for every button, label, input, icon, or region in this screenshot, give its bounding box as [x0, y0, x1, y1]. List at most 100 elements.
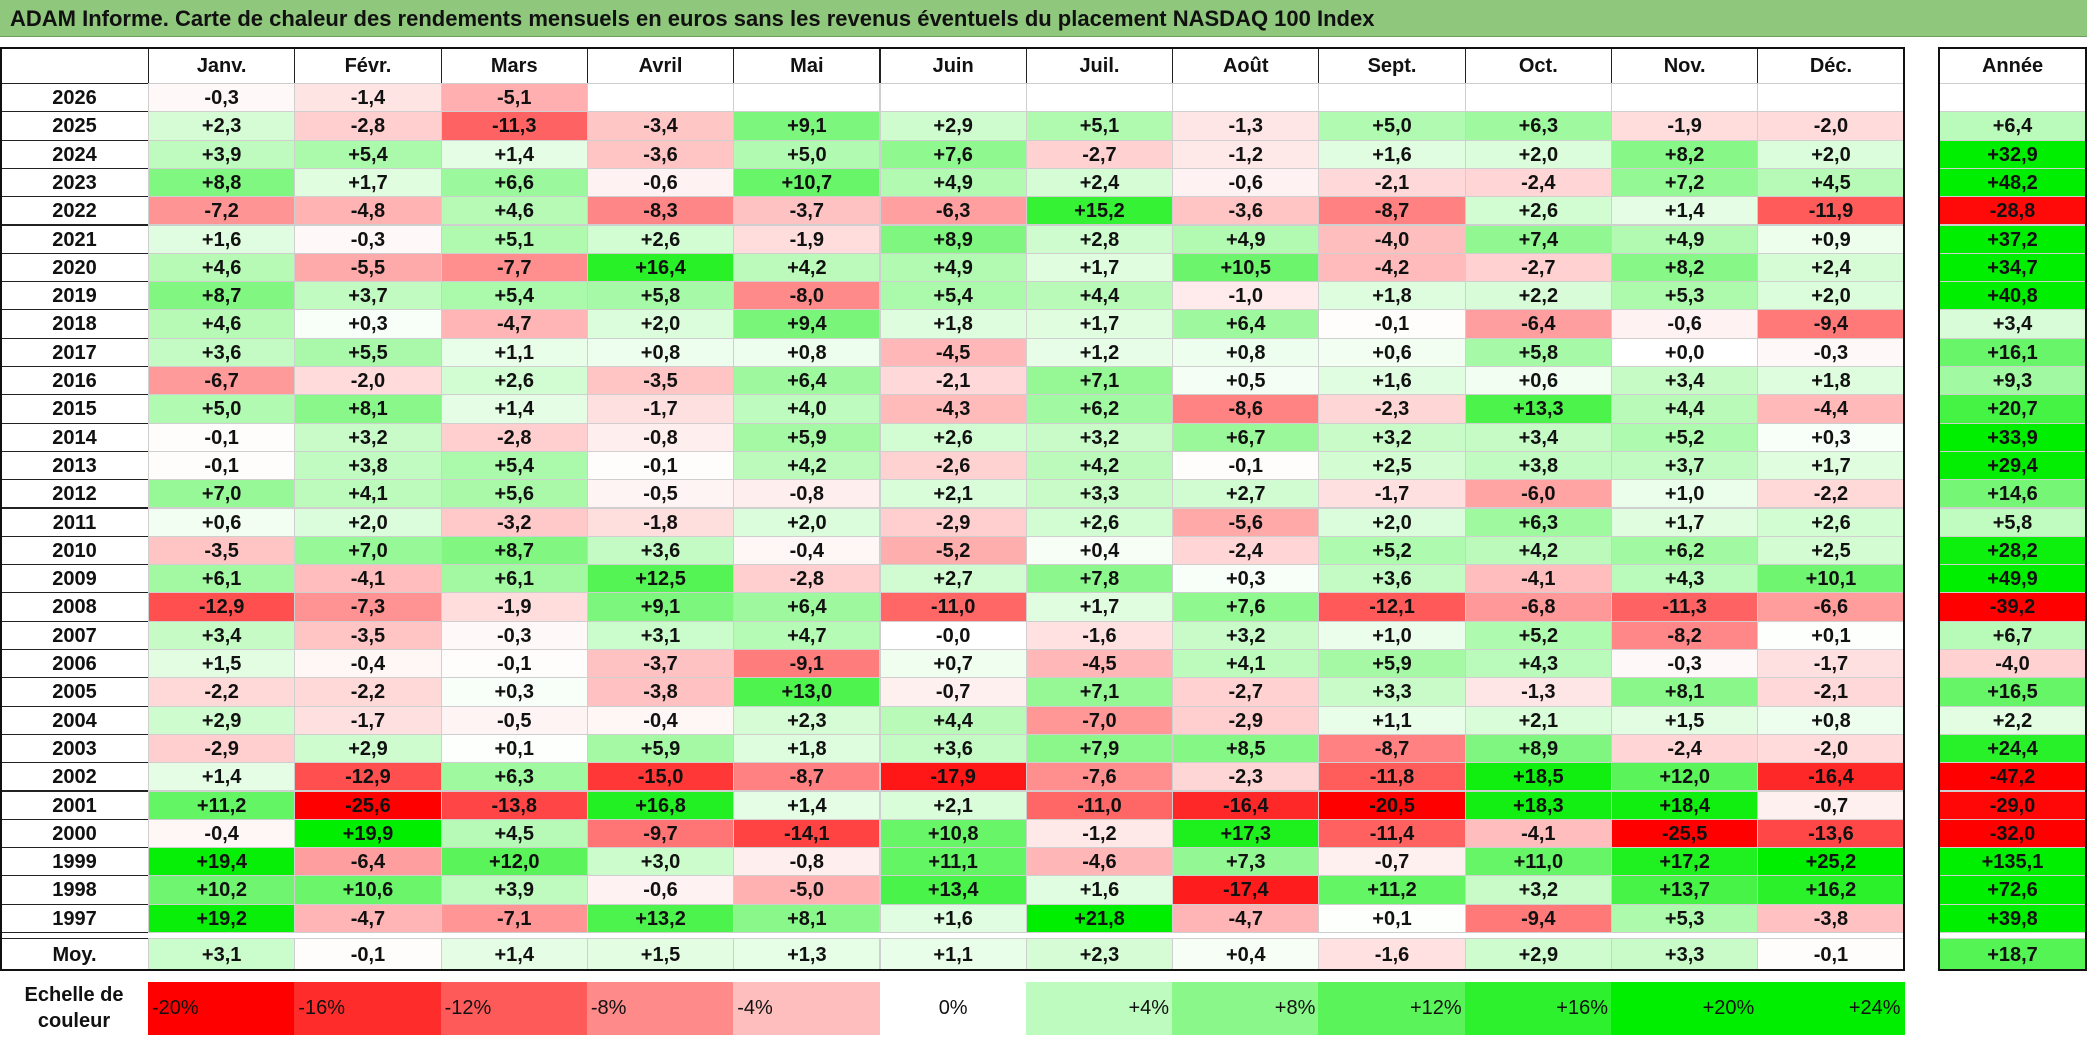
heatmap-cell: +1,1 — [440, 337, 588, 367]
heatmap-cell: +0,1 — [1757, 620, 1905, 650]
heatmap-cell: -20,5 — [1318, 790, 1466, 820]
annual-cell: +14,6 — [1938, 479, 2087, 509]
heatmap-cell: -8,7 — [733, 762, 881, 792]
heatmap-cell: +11,2 — [148, 790, 296, 820]
heatmap-cell: -0,7 — [1757, 790, 1905, 820]
heatmap-cell: -0,3 — [1611, 649, 1759, 679]
year-label: 2016 — [0, 366, 149, 396]
annual-cell: +2,2 — [1938, 705, 2087, 735]
average-cell: +2,9 — [1464, 938, 1612, 971]
heatmap-cell: -1,7 — [294, 705, 442, 735]
heatmap-cell: -0,8 — [733, 479, 881, 509]
heatmap-cell: +0,8 — [1757, 705, 1905, 735]
heatmap-cell: +15,2 — [1025, 196, 1174, 226]
heatmap-cell: +8,2 — [1611, 139, 1759, 169]
heatmap-cell: +2,0 — [1318, 507, 1466, 537]
heatmap-cell: +1,8 — [1318, 281, 1466, 311]
heatmap-cell: -6,8 — [1464, 592, 1612, 622]
heatmap-cell: +7,0 — [148, 479, 296, 509]
month-header: Juin — [879, 47, 1027, 84]
year-label: 2013 — [0, 450, 149, 481]
average-cell: +1,3 — [733, 938, 881, 971]
heatmap-cell: +3,2 — [1025, 422, 1174, 452]
heatmap-cell: -3,5 — [294, 620, 442, 650]
month-header: Août — [1172, 47, 1320, 84]
annual-cell: -28,8 — [1938, 196, 2087, 226]
heatmap-cell: +2,6 — [879, 422, 1027, 452]
heatmap-cell: -0,7 — [879, 677, 1027, 707]
heatmap-cell: +10,6 — [294, 875, 442, 905]
heatmap-cell: -11,3 — [440, 111, 588, 141]
heatmap-cell: -5,0 — [733, 875, 881, 905]
heatmap-cell: +1,6 — [1318, 366, 1466, 396]
heatmap-cell: +3,4 — [1611, 366, 1759, 396]
annual-cell: +28,2 — [1938, 535, 2087, 566]
heatmap-cell: -8,6 — [1172, 394, 1320, 424]
legend-swatch: +8% — [1172, 982, 1320, 1035]
heatmap-cell: -2,2 — [294, 677, 442, 707]
heatmap-cell: +10,8 — [879, 818, 1027, 849]
month-header: Oct. — [1464, 47, 1612, 84]
average-cell: +1,1 — [879, 938, 1027, 971]
heatmap-cell: +2,6 — [1464, 196, 1612, 226]
legend-swatch: 0% — [879, 982, 1027, 1035]
heatmap-cell: +1,8 — [1757, 366, 1905, 396]
heatmap-cell: -1,4 — [294, 83, 442, 113]
heatmap-cell: -4,1 — [294, 564, 442, 594]
heatmap-cell: +2,0 — [1757, 281, 1905, 311]
heatmap-cell: +8,2 — [1611, 252, 1759, 283]
heatmap-cell: +7,1 — [1025, 677, 1174, 707]
heatmap-cell: +11,1 — [879, 847, 1027, 877]
year-label: 2004 — [0, 705, 149, 735]
heatmap-cell: -16,4 — [1757, 762, 1905, 792]
heatmap-cell: +2,0 — [586, 309, 735, 339]
heatmap-cell: -0,7 — [1318, 847, 1466, 877]
heatmap-cell: +0,0 — [1611, 337, 1759, 367]
year-label: 2001 — [0, 790, 149, 820]
heatmap-cell: -2,3 — [1172, 762, 1320, 792]
heatmap-cell: -1,2 — [1172, 139, 1320, 169]
heatmap-cell: -0,8 — [586, 422, 735, 452]
heatmap-cell: -0,1 — [440, 649, 588, 679]
heatmap-cell: +0,4 — [1025, 535, 1174, 566]
heatmap-cell: +11,2 — [1318, 875, 1466, 905]
heatmap-cell: +8,7 — [440, 535, 588, 566]
heatmap-cell: +2,3 — [733, 705, 881, 735]
heatmap-cell: -0,1 — [586, 450, 735, 481]
heatmap-cell: -11,8 — [1318, 762, 1466, 792]
chart-title: ADAM Informe. Carte de chaleur des rende… — [0, 0, 2087, 37]
heatmap-cell: -3,7 — [733, 196, 881, 226]
heatmap-cell: +3,2 — [1172, 620, 1320, 650]
heatmap-cell: -6,4 — [1464, 309, 1612, 339]
heatmap-cell: -0,3 — [440, 620, 588, 650]
heatmap-cell: +4,4 — [1611, 394, 1759, 424]
heatmap-cell: +13,3 — [1464, 394, 1612, 424]
heatmap-cell: +3,3 — [1025, 479, 1174, 509]
legend-swatch: -4% — [733, 982, 881, 1035]
heatmap-cell: +19,2 — [148, 903, 296, 933]
heatmap-cell: -3,8 — [1757, 903, 1905, 933]
heatmap-cell: -2,0 — [1757, 111, 1905, 141]
heatmap-cell: +1,0 — [1611, 479, 1759, 509]
heatmap-cell: -4,7 — [1172, 903, 1320, 933]
heatmap-cell: +10,2 — [148, 875, 296, 905]
heatmap-cell: +6,1 — [148, 564, 296, 594]
heatmap-cell: -3,5 — [148, 535, 296, 566]
heatmap-cell: +10,7 — [733, 167, 881, 198]
heatmap-cell: -0,1 — [148, 422, 296, 452]
heatmap-cell: -1,2 — [1025, 818, 1174, 849]
heatmap-cell: +1,6 — [1318, 139, 1466, 169]
heatmap-cell: +5,1 — [440, 224, 588, 254]
heatmap-cell: +16,4 — [586, 252, 735, 283]
heatmap-cell: +0,6 — [1464, 366, 1612, 396]
heatmap-cell: +2,1 — [879, 790, 1027, 820]
annual-cell: +72,6 — [1938, 875, 2087, 905]
heatmap-cell: +12,0 — [1611, 762, 1759, 792]
heatmap-cell: -12,9 — [294, 762, 442, 792]
heatmap-cell: +5,9 — [1318, 649, 1466, 679]
heatmap-cell: +18,4 — [1611, 790, 1759, 820]
heatmap-cell: +2,1 — [1464, 705, 1612, 735]
heatmap-cell: -2,9 — [148, 733, 296, 764]
legend-swatch: +4% — [1025, 982, 1174, 1035]
year-label: 2011 — [0, 507, 149, 537]
